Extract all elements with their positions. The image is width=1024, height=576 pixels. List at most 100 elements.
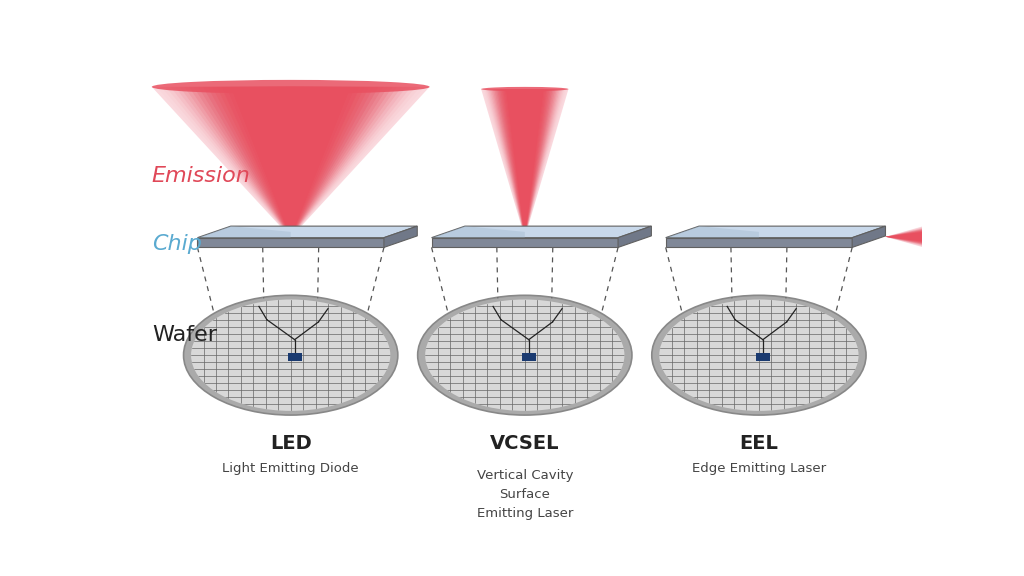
Polygon shape	[263, 87, 318, 238]
Polygon shape	[886, 229, 973, 245]
Circle shape	[191, 300, 390, 411]
Polygon shape	[513, 89, 537, 238]
Polygon shape	[217, 87, 365, 238]
Text: Edge Emitting Laser: Edge Emitting Laser	[692, 461, 826, 475]
Polygon shape	[886, 235, 973, 238]
Polygon shape	[226, 87, 355, 238]
Polygon shape	[516, 89, 534, 238]
Bar	[288, 353, 302, 361]
Polygon shape	[499, 89, 551, 238]
Polygon shape	[666, 238, 852, 248]
Polygon shape	[203, 87, 379, 238]
Polygon shape	[886, 233, 973, 241]
Polygon shape	[886, 236, 973, 237]
Polygon shape	[487, 89, 562, 238]
Polygon shape	[886, 229, 973, 244]
Polygon shape	[489, 89, 560, 238]
Text: EEL: EEL	[739, 434, 778, 453]
Polygon shape	[170, 87, 411, 238]
Polygon shape	[198, 238, 384, 248]
Polygon shape	[886, 233, 973, 240]
Polygon shape	[431, 238, 618, 248]
Polygon shape	[886, 213, 973, 261]
Polygon shape	[240, 87, 342, 238]
Ellipse shape	[481, 87, 568, 91]
Text: Emission: Emission	[152, 165, 251, 185]
Polygon shape	[485, 89, 564, 238]
Bar	[756, 353, 770, 361]
Polygon shape	[498, 89, 552, 238]
Circle shape	[425, 300, 625, 411]
Bar	[521, 353, 536, 361]
Polygon shape	[886, 228, 973, 246]
Polygon shape	[852, 226, 886, 248]
Polygon shape	[886, 217, 973, 256]
Polygon shape	[886, 231, 973, 242]
Polygon shape	[886, 227, 973, 247]
Circle shape	[659, 300, 858, 411]
Circle shape	[652, 295, 866, 415]
Polygon shape	[500, 89, 550, 238]
Polygon shape	[507, 89, 543, 238]
Polygon shape	[493, 89, 557, 238]
Polygon shape	[384, 226, 417, 248]
Polygon shape	[175, 87, 407, 238]
Polygon shape	[886, 217, 973, 257]
Polygon shape	[886, 215, 973, 259]
Polygon shape	[666, 226, 886, 238]
Polygon shape	[245, 87, 337, 238]
Polygon shape	[886, 221, 973, 253]
Polygon shape	[503, 89, 547, 238]
Polygon shape	[152, 87, 430, 238]
Circle shape	[418, 295, 632, 415]
Text: VCSEL: VCSEL	[490, 434, 559, 453]
Polygon shape	[520, 89, 529, 238]
Text: Vertical Cavity
Surface
Emitting Laser: Vertical Cavity Surface Emitting Laser	[476, 469, 573, 520]
Circle shape	[183, 295, 397, 415]
Polygon shape	[886, 225, 973, 248]
Polygon shape	[194, 87, 388, 238]
Polygon shape	[886, 215, 973, 258]
Polygon shape	[618, 226, 651, 248]
Text: Light Emitting Diode: Light Emitting Diode	[222, 461, 359, 475]
Polygon shape	[523, 89, 526, 238]
Polygon shape	[886, 232, 973, 242]
Ellipse shape	[152, 80, 430, 94]
Polygon shape	[515, 89, 535, 238]
Polygon shape	[886, 219, 973, 255]
Polygon shape	[492, 89, 558, 238]
Polygon shape	[522, 89, 527, 238]
Text: Chip: Chip	[152, 234, 202, 255]
Polygon shape	[496, 89, 554, 238]
Text: LED: LED	[269, 434, 311, 453]
Polygon shape	[502, 89, 548, 238]
Polygon shape	[488, 89, 561, 238]
Ellipse shape	[968, 213, 978, 261]
Polygon shape	[431, 226, 651, 238]
Polygon shape	[886, 223, 973, 250]
Polygon shape	[495, 89, 555, 238]
Polygon shape	[886, 234, 973, 239]
Polygon shape	[886, 221, 973, 252]
Polygon shape	[221, 87, 360, 238]
Polygon shape	[207, 87, 374, 238]
Polygon shape	[282, 87, 300, 238]
Polygon shape	[886, 218, 973, 256]
Polygon shape	[517, 89, 532, 238]
Polygon shape	[666, 226, 759, 238]
Polygon shape	[254, 87, 328, 238]
Polygon shape	[184, 87, 397, 238]
Text: Wafer: Wafer	[152, 325, 217, 345]
Polygon shape	[230, 87, 351, 238]
Polygon shape	[886, 226, 973, 247]
Polygon shape	[267, 87, 313, 238]
Polygon shape	[286, 87, 295, 238]
Polygon shape	[179, 87, 401, 238]
Polygon shape	[886, 223, 973, 251]
Polygon shape	[212, 87, 370, 238]
Polygon shape	[431, 226, 524, 238]
Polygon shape	[188, 87, 392, 238]
Polygon shape	[198, 87, 383, 238]
Polygon shape	[276, 87, 304, 238]
Polygon shape	[886, 219, 973, 254]
